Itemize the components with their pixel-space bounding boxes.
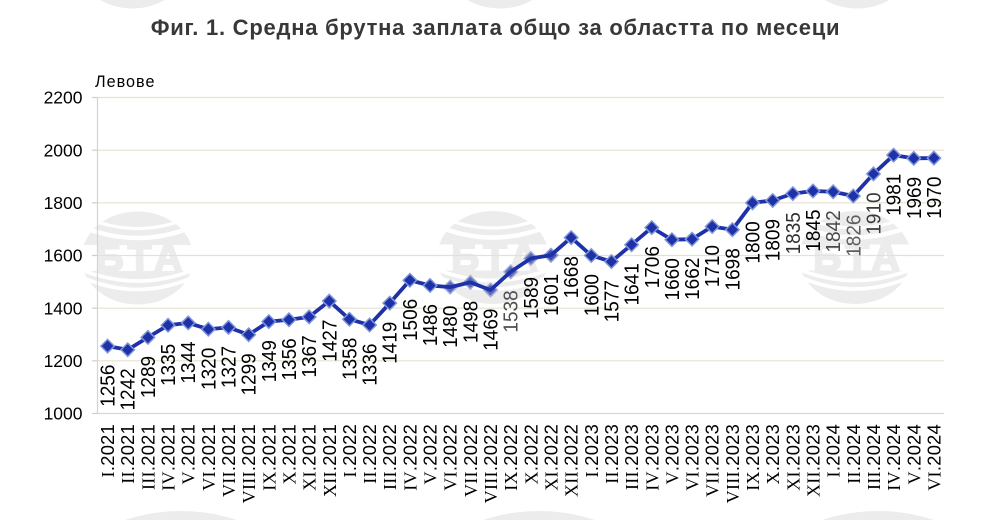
svg-text:1809: 1809 xyxy=(762,219,785,261)
svg-text:XI.2023: XI.2023 xyxy=(782,424,803,491)
svg-text:VIII.2023: VIII.2023 xyxy=(722,424,743,503)
svg-text:1299: 1299 xyxy=(238,353,261,395)
svg-text:XII.2021: XII.2021 xyxy=(319,424,340,497)
svg-text:1589: 1589 xyxy=(520,277,543,319)
svg-text:1335: 1335 xyxy=(157,344,180,386)
svg-text:1400: 1400 xyxy=(44,298,83,318)
svg-text:VI.2024: VI.2024 xyxy=(923,424,944,491)
svg-text:1289: 1289 xyxy=(137,356,160,398)
svg-text:II.2021: II.2021 xyxy=(117,424,138,484)
svg-text:1419: 1419 xyxy=(379,322,402,364)
svg-text:1668: 1668 xyxy=(560,256,583,298)
svg-text:XII.2023: XII.2023 xyxy=(802,424,823,497)
svg-text:1835: 1835 xyxy=(782,212,805,254)
svg-text:IV.2021: IV.2021 xyxy=(158,424,179,491)
svg-text:1706: 1706 xyxy=(641,246,664,288)
svg-text:V.2022: V.2022 xyxy=(420,424,441,485)
svg-text:I.2023: I.2023 xyxy=(581,424,602,478)
svg-text:VIII.2022: VIII.2022 xyxy=(480,424,501,503)
svg-text:2200: 2200 xyxy=(44,88,83,108)
svg-text:1800: 1800 xyxy=(742,221,765,263)
svg-text:IV.2024: IV.2024 xyxy=(883,424,904,491)
svg-text:X.2023: X.2023 xyxy=(762,424,783,485)
svg-text:VII.2023: VII.2023 xyxy=(702,424,723,497)
svg-text:1826: 1826 xyxy=(843,214,866,256)
svg-text:1600: 1600 xyxy=(44,246,83,266)
svg-text:VI.2022: VI.2022 xyxy=(440,424,461,491)
svg-text:1698: 1698 xyxy=(722,248,745,290)
svg-text:1641: 1641 xyxy=(621,263,644,305)
svg-text:VIII.2021: VIII.2021 xyxy=(238,424,259,503)
svg-text:1601: 1601 xyxy=(540,274,563,316)
svg-text:III.2024: III.2024 xyxy=(863,424,884,490)
svg-text:1970: 1970 xyxy=(923,177,946,219)
svg-text:X.2021: X.2021 xyxy=(278,424,299,485)
svg-text:1660: 1660 xyxy=(661,258,684,300)
svg-text:IX.2021: IX.2021 xyxy=(258,424,279,491)
svg-text:III.2023: III.2023 xyxy=(621,424,642,490)
svg-text:III.2022: III.2022 xyxy=(379,424,400,490)
svg-text:1256: 1256 xyxy=(97,365,120,407)
svg-text:1320: 1320 xyxy=(198,348,221,390)
svg-text:IV.2023: IV.2023 xyxy=(641,424,662,491)
svg-text:1662: 1662 xyxy=(681,258,704,300)
svg-text:Левове: Левове xyxy=(95,73,155,91)
svg-text:2000: 2000 xyxy=(44,140,83,160)
svg-text:XII.2022: XII.2022 xyxy=(561,424,582,497)
svg-text:IX.2022: IX.2022 xyxy=(500,424,521,491)
svg-text:1845: 1845 xyxy=(802,209,825,251)
svg-text:1981: 1981 xyxy=(883,174,906,216)
svg-text:1367: 1367 xyxy=(298,335,321,377)
svg-text:X.2022: X.2022 xyxy=(520,424,541,485)
svg-text:VII.2021: VII.2021 xyxy=(218,424,239,497)
svg-text:1600: 1600 xyxy=(581,274,604,316)
svg-text:1486: 1486 xyxy=(419,304,442,346)
svg-text:1506: 1506 xyxy=(399,299,422,341)
svg-text:1710: 1710 xyxy=(702,245,725,287)
svg-text:1969: 1969 xyxy=(903,177,926,219)
svg-text:1000: 1000 xyxy=(44,404,83,424)
svg-text:1800: 1800 xyxy=(44,193,83,213)
svg-text:1349: 1349 xyxy=(258,340,281,382)
svg-text:I.2022: I.2022 xyxy=(339,424,360,478)
svg-text:VI.2021: VI.2021 xyxy=(198,424,219,491)
svg-text:XI.2022: XI.2022 xyxy=(540,424,561,491)
svg-text:IX.2023: IX.2023 xyxy=(742,424,763,491)
svg-text:1577: 1577 xyxy=(601,280,624,322)
svg-text:V.2024: V.2024 xyxy=(903,424,924,485)
svg-text:IV.2022: IV.2022 xyxy=(399,424,420,491)
svg-text:V.2021: V.2021 xyxy=(178,424,199,485)
svg-text:V.2023: V.2023 xyxy=(661,424,682,485)
svg-text:I.2021: I.2021 xyxy=(97,424,118,478)
svg-text:1242: 1242 xyxy=(117,368,140,410)
svg-text:1427: 1427 xyxy=(319,320,342,362)
svg-text:1910: 1910 xyxy=(863,192,886,234)
svg-text:1538: 1538 xyxy=(500,290,523,332)
svg-text:II.2024: II.2024 xyxy=(843,424,864,484)
svg-text:1200: 1200 xyxy=(44,351,83,371)
svg-text:VII.2022: VII.2022 xyxy=(460,424,481,497)
svg-text:1327: 1327 xyxy=(218,346,241,388)
svg-text:II.2022: II.2022 xyxy=(359,424,380,484)
svg-text:Фиг. 1. Средна брутна заплата: Фиг. 1. Средна брутна заплата общо за об… xyxy=(151,15,841,40)
svg-text:1498: 1498 xyxy=(460,301,483,343)
svg-text:VI.2023: VI.2023 xyxy=(682,424,703,491)
svg-text:1356: 1356 xyxy=(278,338,301,380)
svg-text:1358: 1358 xyxy=(339,338,362,380)
svg-text:XI.2021: XI.2021 xyxy=(299,424,320,491)
svg-text:1336: 1336 xyxy=(359,344,382,386)
svg-text:III.2021: III.2021 xyxy=(137,424,158,490)
svg-text:1344: 1344 xyxy=(178,341,201,383)
svg-text:I.2024: I.2024 xyxy=(823,424,844,478)
svg-text:II.2023: II.2023 xyxy=(601,424,622,484)
svg-text:1480: 1480 xyxy=(440,306,463,348)
svg-text:1469: 1469 xyxy=(480,309,503,351)
svg-text:1842: 1842 xyxy=(823,210,846,252)
